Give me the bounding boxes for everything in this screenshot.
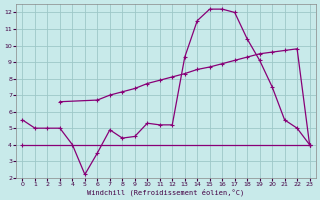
X-axis label: Windchill (Refroidissement éolien,°C): Windchill (Refroidissement éolien,°C) <box>87 188 245 196</box>
